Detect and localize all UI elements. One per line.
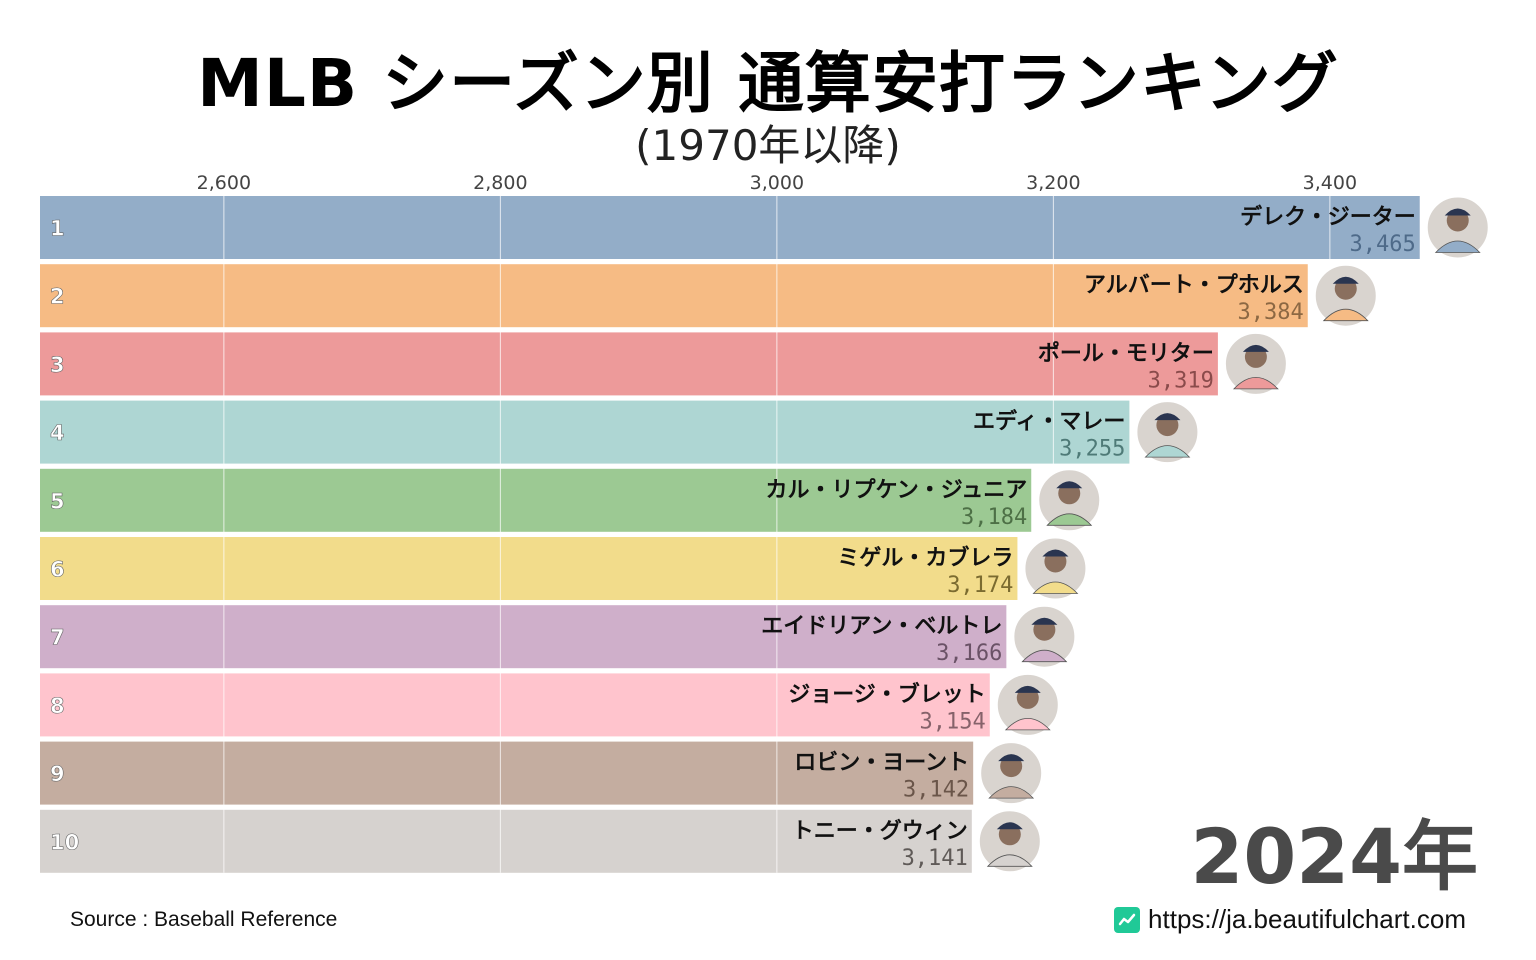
bar [40, 537, 1018, 600]
rank-label: 9 [50, 762, 65, 786]
x-tick-label: 2,600 [197, 172, 251, 194]
avatar-cap [1332, 276, 1359, 284]
player-avatar [977, 809, 1042, 874]
bar-name-label: エディ・マレー [973, 409, 1125, 435]
source-note: Source : Baseball Reference [70, 908, 338, 931]
avatar-body [986, 854, 1033, 867]
player-avatar [1135, 400, 1200, 465]
avatar-cap [1031, 617, 1058, 625]
bar [40, 196, 1420, 259]
bar-value-label: 3,465 [1350, 232, 1416, 257]
bar [40, 264, 1308, 328]
avatar-cap [1056, 481, 1083, 489]
bar-name-label: カル・リプケン・ジュニア [765, 478, 1027, 503]
bar [40, 332, 1218, 396]
player-avatar [1023, 536, 1088, 601]
bar-value-label: 3,184 [961, 505, 1027, 530]
bar [40, 809, 972, 873]
x-tick-label: 2,800 [473, 172, 527, 194]
avatar-body [1232, 377, 1279, 390]
bar-value-label: 3,255 [1059, 437, 1125, 462]
bar-value-label: 3,319 [1148, 368, 1214, 393]
avatar-body [1021, 649, 1068, 663]
site-link[interactable]: https://ja.beautifulchart.com [1114, 904, 1466, 935]
bar-name-label: トニー・グウィン [792, 818, 968, 844]
chart-line-icon [1114, 906, 1141, 933]
player-avatar [1223, 331, 1288, 396]
avatar-cap [1444, 208, 1471, 216]
rank-label: 2 [50, 285, 65, 309]
bar [40, 468, 1032, 532]
chart-title: MLB シーズン別 通算安打ランキング [197, 45, 1339, 122]
player-avatar [1012, 604, 1077, 669]
avatar-body [1322, 308, 1369, 322]
rank-label: 3 [50, 353, 65, 377]
rank-label: 5 [50, 489, 65, 513]
bar-value-label: 3,166 [936, 641, 1002, 666]
player-avatar [979, 741, 1044, 806]
player-avatar [1037, 468, 1102, 533]
bar [40, 673, 990, 737]
bar-name-label: ジョージ・ブレット [788, 681, 986, 707]
rank-label: 10 [50, 830, 79, 854]
bar [40, 741, 974, 805]
bar-value-label: 3,154 [920, 709, 986, 734]
bar-name-label: ロビン・ヨーント [794, 751, 969, 776]
bar-name-label: エイドリアン・ベルトレ [761, 614, 1002, 639]
player-avatar [1313, 263, 1378, 328]
bar-name-label: ミゲル・カブレラ [837, 545, 1013, 571]
year-label: 2024年 [1190, 812, 1478, 901]
bar-name-label: デレク・ジーター [1240, 204, 1416, 230]
avatar-cap [996, 822, 1023, 830]
x-tick-label: 3,400 [1303, 172, 1357, 194]
bar [40, 605, 1007, 669]
rank-label: 8 [50, 694, 65, 718]
avatar-cap [1154, 413, 1181, 421]
avatar-body [988, 786, 1035, 799]
bar-value-label: 3,141 [902, 846, 968, 871]
bar-value-label: 3,174 [947, 573, 1013, 598]
avatar-body [1046, 513, 1093, 526]
avatar-body [1004, 718, 1051, 731]
bar-name-label: ポール・モリター [1038, 340, 1214, 366]
avatar-body [1144, 445, 1191, 458]
chart-subtitle: (1970年以降) [635, 121, 901, 170]
avatar-cap [1042, 549, 1069, 557]
avatar-cap [998, 754, 1025, 762]
avatar-cap [1014, 685, 1041, 693]
bar-value-label: 3,142 [903, 778, 969, 803]
rank-label: 4 [50, 421, 65, 445]
bar-value-label: 3,384 [1238, 300, 1304, 325]
avatar-body [1032, 581, 1079, 594]
player-avatar [995, 672, 1060, 737]
rank-label: 6 [50, 558, 65, 582]
bar-name-label: アルバート・プホルス [1084, 273, 1304, 298]
site-url[interactable]: https://ja.beautifulchart.com [1148, 904, 1466, 934]
x-tick-label: 3,200 [1026, 172, 1080, 194]
rank-label: 7 [50, 626, 65, 650]
avatar-body [1434, 240, 1481, 253]
x-tick-label: 3,000 [750, 172, 804, 194]
rank-label: 1 [50, 217, 65, 241]
player-avatar [1425, 195, 1490, 260]
avatar-cap [1242, 344, 1269, 352]
bar [40, 400, 1130, 464]
